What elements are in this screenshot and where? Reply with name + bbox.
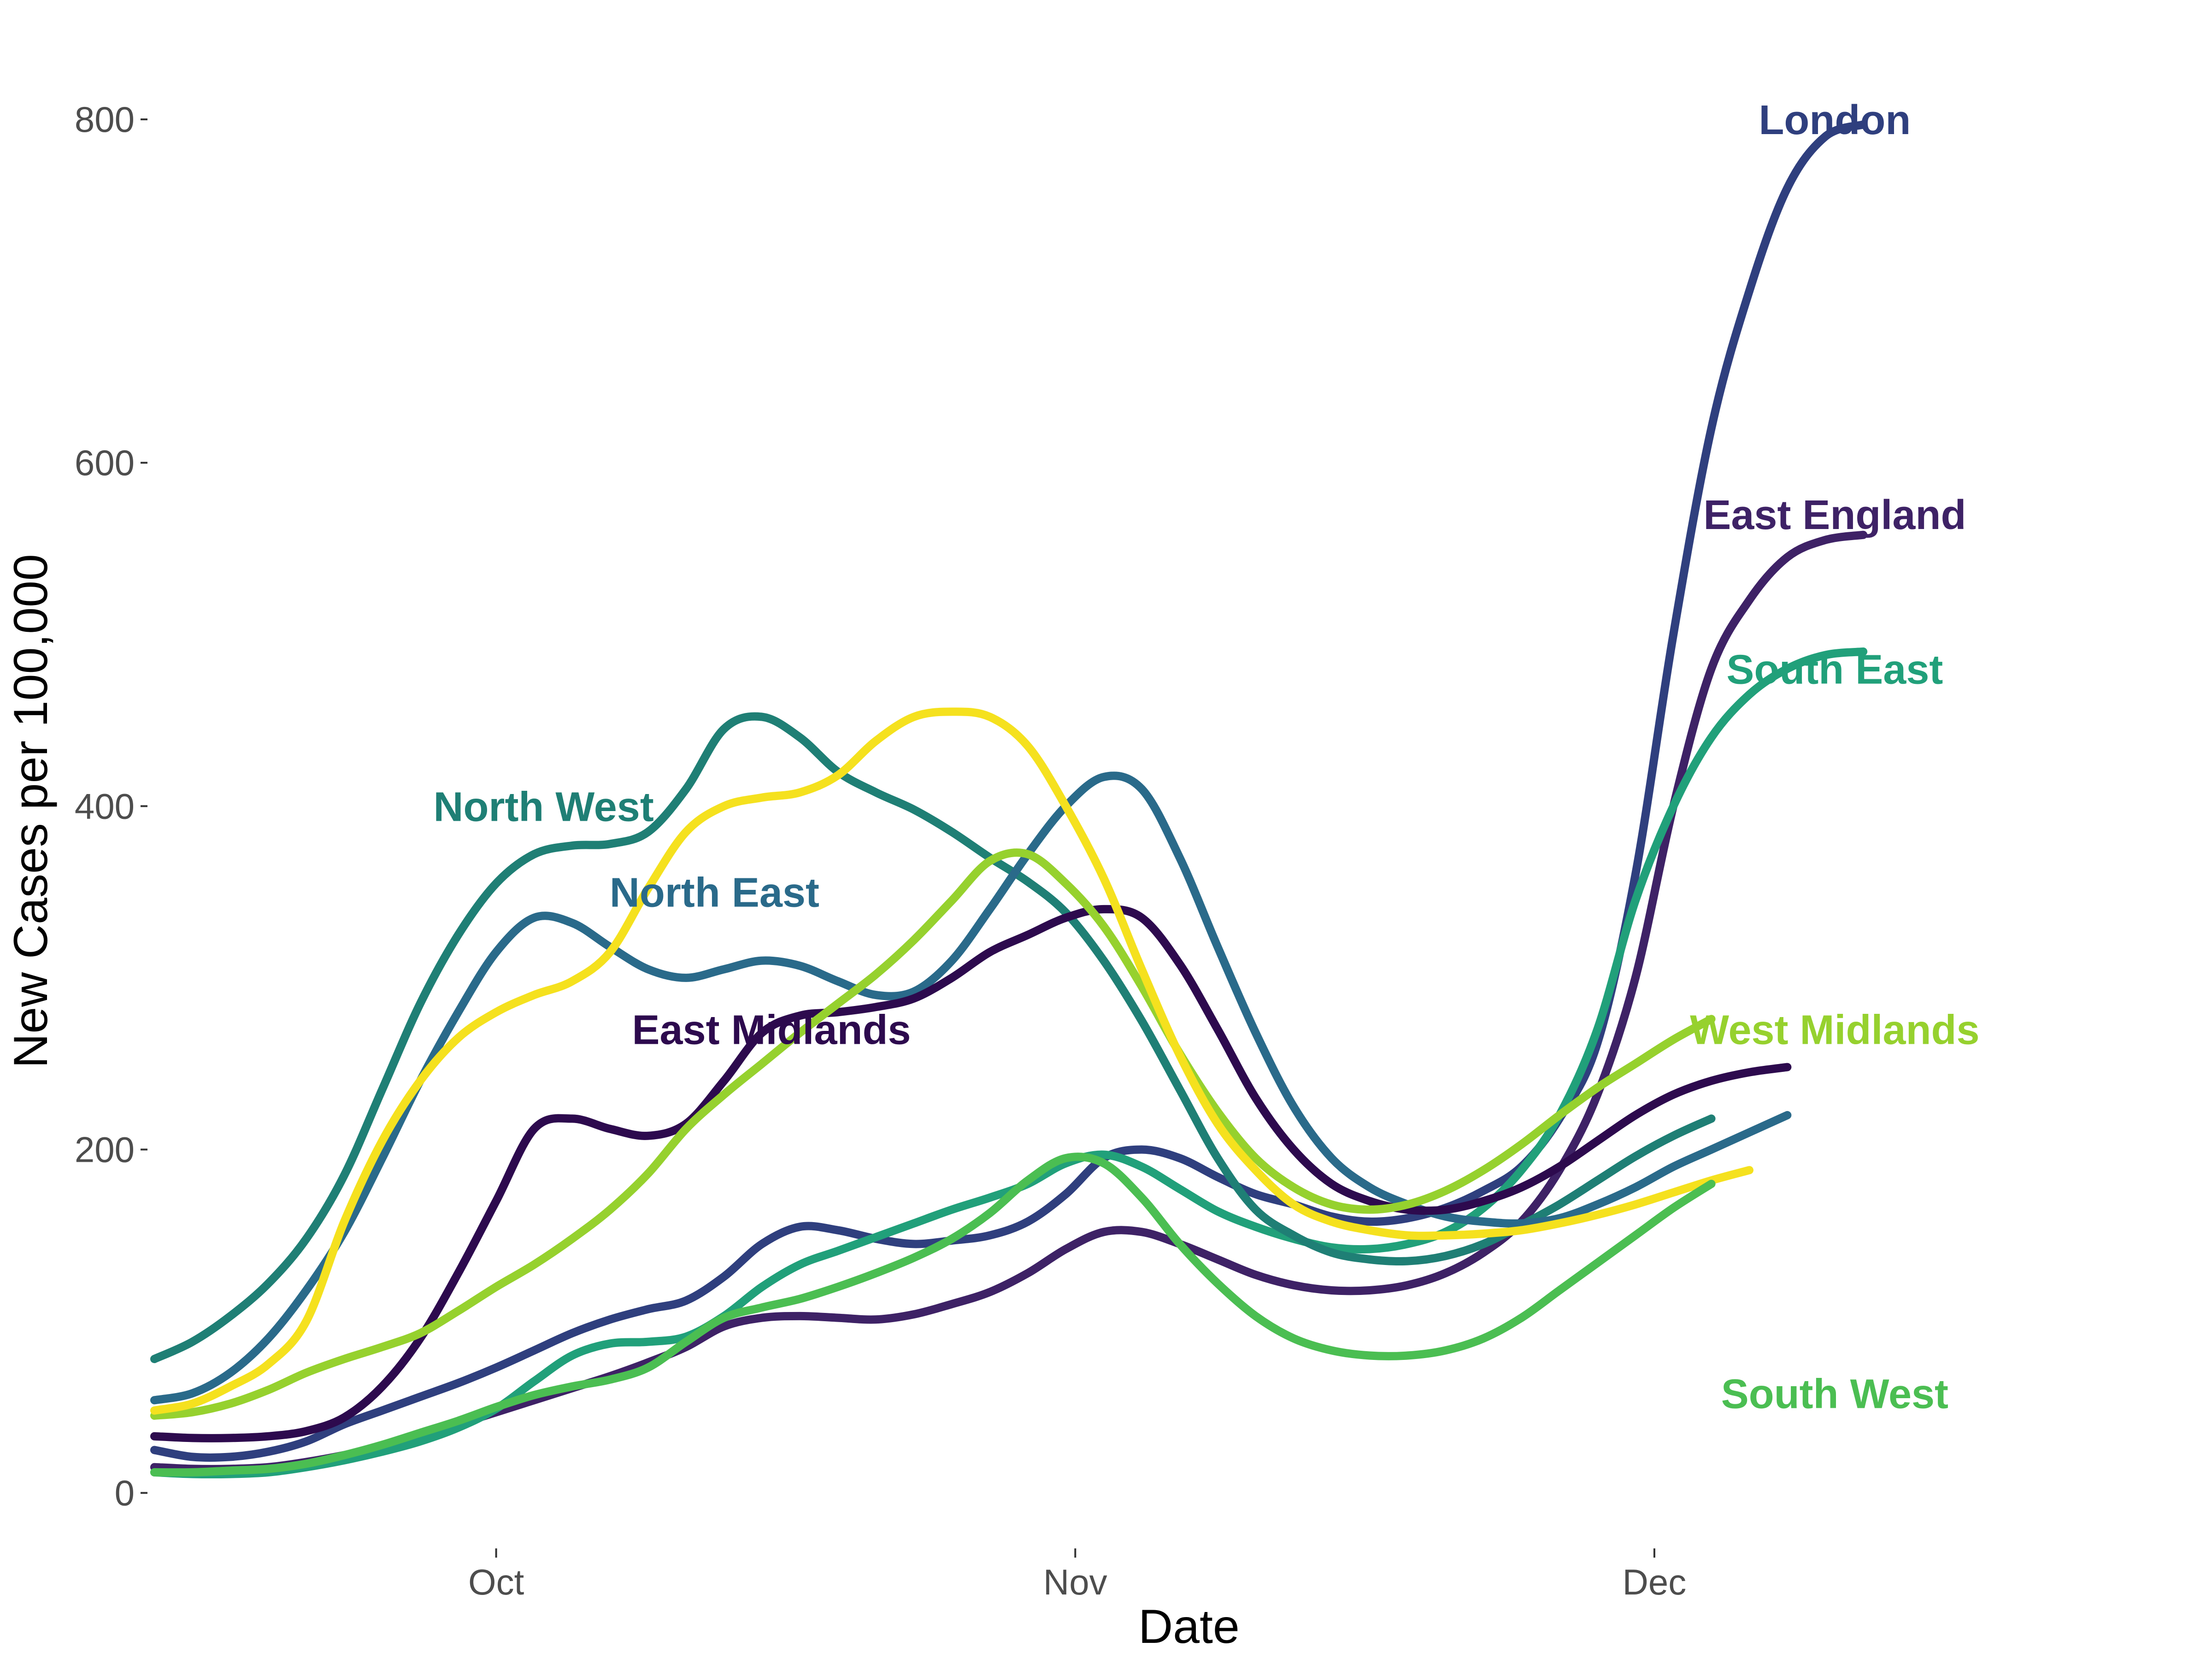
series-line-south-west (150, 1153, 1716, 1477)
x-tick-label: Dec (1623, 1562, 1687, 1602)
y-tick-label: 600 (75, 442, 135, 483)
x-axis: Oct Nov Dec (468, 1548, 1686, 1602)
x-tick-label: Nov (1043, 1562, 1107, 1602)
y-tick-label: 800 (75, 99, 135, 140)
series-label-south-west: South West (1721, 1371, 1948, 1418)
series-label-south-east: South East (1726, 647, 1943, 693)
series-label-london: London (1759, 97, 1911, 143)
series-label-east-england: East England (1703, 492, 1966, 538)
series-line-north-west (150, 712, 1716, 1363)
series-label-north-west: North West (433, 784, 653, 830)
series-line-south-east (150, 647, 1868, 1479)
y-tick-label: 400 (75, 786, 135, 826)
series-labels: London East England South East North West No… (433, 97, 1979, 1417)
series-label-north-east: North East (610, 870, 819, 916)
series-lines (150, 120, 1868, 1479)
y-axis: 0 200 400 600 800 (75, 99, 147, 1513)
y-axis-title: New Cases per 100,000 (4, 554, 58, 1068)
series-label-east-midlands: East Midlands (632, 1007, 911, 1053)
series-line-west-midlands (150, 848, 1716, 1420)
x-tick-label: Oct (468, 1562, 524, 1602)
y-tick-label: 200 (75, 1129, 135, 1170)
series-line-wales (150, 707, 1753, 1415)
y-tick-label: 0 (115, 1473, 135, 1513)
series-label-west-midlands: West Midlands (1690, 1007, 1979, 1053)
x-axis-title: Date (1138, 1600, 1240, 1653)
series-line-east-midlands (150, 905, 1792, 1442)
